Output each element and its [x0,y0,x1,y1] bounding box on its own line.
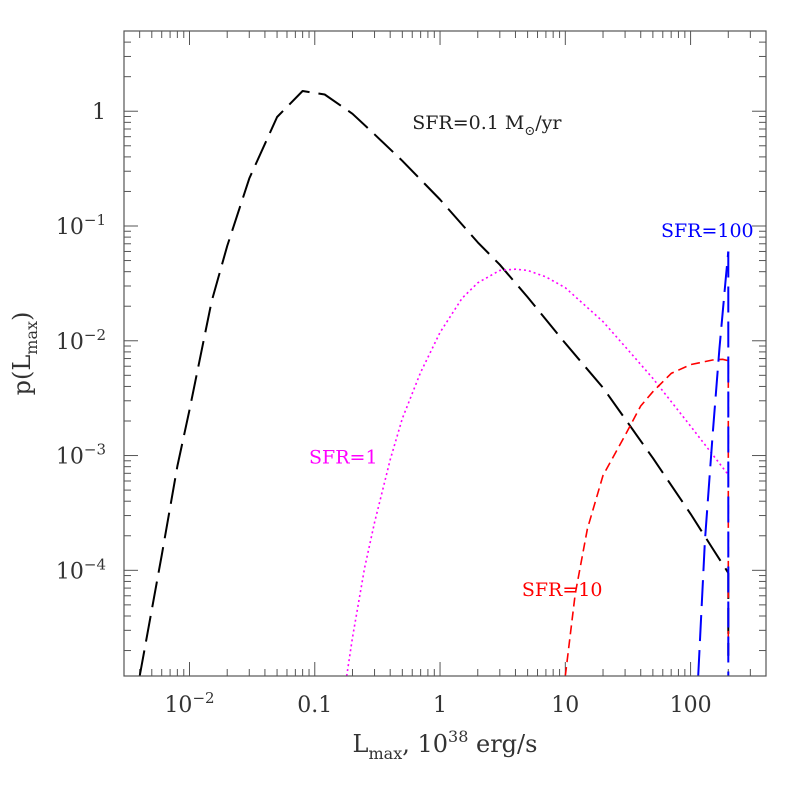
series-layer [138,90,730,677]
y-tick-label: 10−3 [56,441,106,470]
series-line-sfr10 [564,358,730,677]
x-tick-label: 10 [551,693,579,718]
annotation-sfr1: SFR=1 [309,447,378,469]
x-tick-label: 0.1 [297,693,332,718]
series-line-sfr01 [138,90,730,677]
x-tick-label: 10−2 [164,689,214,718]
y-axis-label: p(Lmax) [8,312,41,396]
annotation-sfr10: SFR=10 [522,579,603,601]
x-tick-label: 100 [670,693,712,718]
annotation-sfr100: SFR=100 [661,220,754,242]
tick-layer: 10−2 0.1 1 10 100 1 10−1 10−2 10−3 10−4 Lmax, 1038… [8,30,767,763]
x-tick-label: 1 [433,693,447,718]
annotation-sfr01: SFR=0.1 M⊙/yr [412,112,562,139]
y-tick-label: 1 [92,100,106,125]
annotation-layer: SFR=0.1 M⊙/yr SFR=1 SFR=10 SFR=100 [309,112,754,601]
x-axis-label: Lmax, 1038 erg/s [353,727,538,763]
y-tick-label: 10−2 [56,326,106,355]
series-line-sfr100-left [697,251,730,677]
y-tick-label: 10−4 [56,555,106,584]
plot-frame [123,30,767,677]
y-tick-label: 10−1 [56,211,106,240]
series-line-sfr1 [345,268,729,677]
